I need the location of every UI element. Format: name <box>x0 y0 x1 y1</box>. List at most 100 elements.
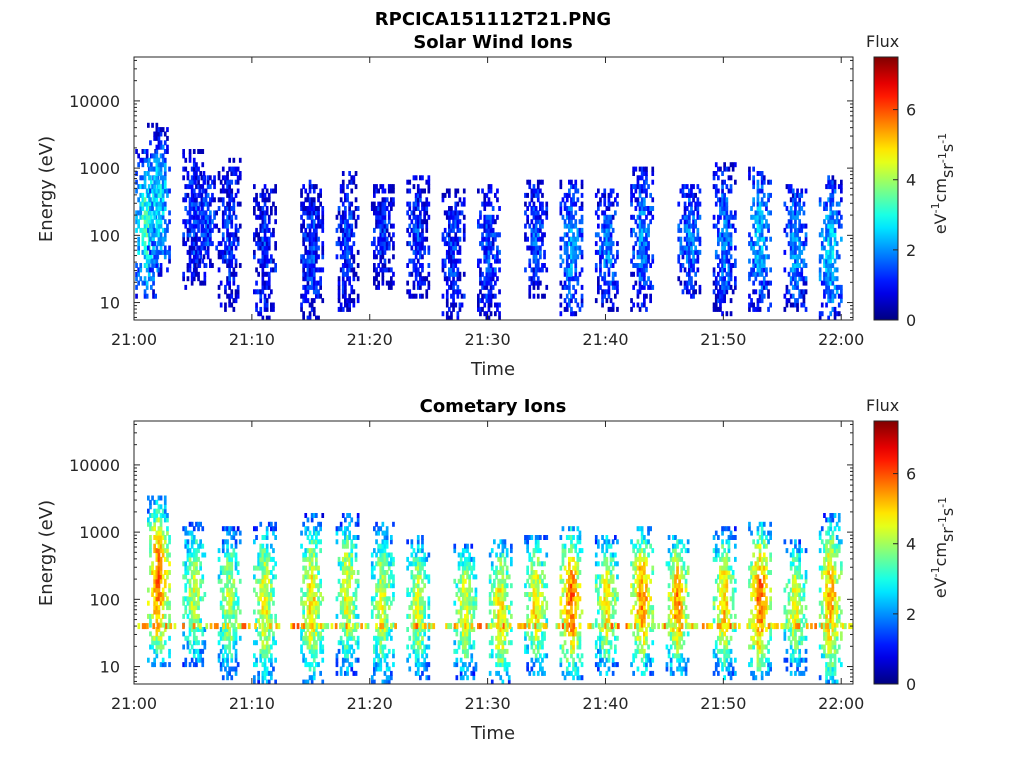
flux-cell <box>232 627 236 632</box>
flux-cell <box>306 236 310 242</box>
flux-cell <box>694 289 697 295</box>
flux-cell <box>450 284 453 290</box>
flux-cell <box>377 548 380 554</box>
flux-cell <box>166 249 169 255</box>
flux-cell <box>192 271 196 277</box>
flux-cell <box>530 192 534 198</box>
flux-cell <box>206 219 210 225</box>
flux-cell <box>752 249 755 255</box>
flux-cell <box>690 192 693 198</box>
flux-cell <box>188 214 192 220</box>
flux-cell <box>341 578 345 584</box>
flux-cell <box>190 201 194 207</box>
flux-cell <box>756 267 760 273</box>
flux-cell <box>302 640 305 646</box>
flux-cell <box>597 280 600 286</box>
flux-cell <box>317 280 320 286</box>
flux-cell <box>226 539 229 545</box>
flux-cell <box>317 583 320 589</box>
flux-cell <box>580 236 584 242</box>
flux-cell <box>833 306 837 312</box>
flux-cell <box>485 223 489 229</box>
flux-cell <box>168 648 171 654</box>
flux-cell <box>356 583 360 589</box>
flux-cell <box>306 613 310 619</box>
flux-cell <box>155 517 159 523</box>
flux-cell <box>265 679 269 684</box>
flux-cell <box>717 254 720 260</box>
flux-cell <box>224 648 227 654</box>
flux-cell <box>752 267 755 273</box>
flux-cell <box>236 175 240 181</box>
flux-cell <box>441 197 445 203</box>
flux-cell <box>209 223 212 229</box>
flux-cell <box>638 245 642 251</box>
flux-cell <box>270 644 273 650</box>
flux-cell <box>725 184 729 190</box>
flux-cell <box>723 245 726 251</box>
flux-cell <box>390 197 393 203</box>
flux-cell <box>454 219 458 225</box>
flux-cell <box>572 197 575 203</box>
flux-cell <box>835 284 839 290</box>
flux-cell <box>186 644 190 650</box>
flux-cell <box>632 245 635 251</box>
flux-cell <box>373 565 376 571</box>
flux-cell <box>611 254 615 260</box>
flux-cell <box>157 206 161 211</box>
flux-cell <box>155 157 159 163</box>
flux-cell <box>221 210 225 216</box>
flux-cell <box>379 631 383 637</box>
flux-cell <box>155 162 159 168</box>
flux-cell <box>789 245 793 251</box>
flux-cell <box>375 521 378 527</box>
flux-cell <box>192 583 196 589</box>
flux-cell <box>383 561 387 567</box>
flux-cell <box>232 232 236 238</box>
flux-cell <box>725 232 729 238</box>
flux-cell <box>228 627 231 632</box>
flux-cell <box>255 197 258 203</box>
flux-cell <box>425 223 429 229</box>
flux-cell <box>188 618 192 624</box>
flux-cell <box>536 263 540 268</box>
flux-cell <box>315 574 318 580</box>
flux-cell <box>302 311 305 317</box>
flux-cell <box>385 206 389 211</box>
flux-cell <box>721 192 724 198</box>
flux-cell <box>727 276 731 282</box>
flux-cell <box>143 280 147 286</box>
flux-cell <box>536 245 540 251</box>
flux-cell <box>234 609 238 615</box>
flux-cell <box>528 201 532 207</box>
flux-cell <box>605 223 609 229</box>
flux-cell <box>748 271 751 277</box>
flux-cell <box>783 293 787 299</box>
flux-cell <box>643 184 646 190</box>
flux-cell <box>151 570 154 575</box>
flux-cell <box>159 640 163 646</box>
flux-cell <box>163 583 167 589</box>
flux-cell <box>530 276 534 282</box>
flux-cell <box>734 227 737 233</box>
flux-cell <box>184 284 188 290</box>
flux-cell <box>192 565 196 571</box>
flux-cell <box>226 219 229 225</box>
flux-cell <box>161 548 165 554</box>
flux-cell <box>791 188 795 194</box>
flux-cell <box>308 249 312 255</box>
flux-cell <box>385 236 389 242</box>
flux-cell <box>425 289 429 295</box>
flux-cell <box>643 206 646 211</box>
flux-cell <box>452 306 455 312</box>
flux-cell <box>141 192 145 198</box>
flux-cell <box>153 197 156 203</box>
flux-cell <box>379 201 383 207</box>
flux-cell <box>796 210 799 216</box>
flux-cell <box>219 600 223 606</box>
flux-cell <box>563 280 567 286</box>
flux-cell <box>448 227 451 233</box>
flux-cell <box>149 535 152 540</box>
flux-cell <box>837 223 841 229</box>
flux-cell <box>377 241 380 247</box>
